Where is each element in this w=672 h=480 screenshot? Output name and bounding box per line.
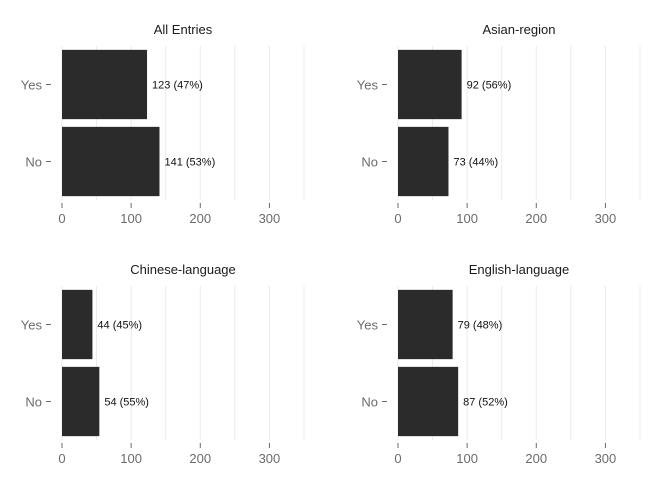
y-tick-label: Yes — [21, 318, 43, 333]
bar-no — [62, 126, 160, 197]
data-label: 73 (44%) — [453, 157, 498, 169]
x-tick-label: 100 — [120, 211, 142, 226]
x-tick-label: 300 — [259, 211, 281, 226]
panel-2: Asian-region 92 (56%) Yes 73 (44%) No 0 100 200… — [357, 22, 641, 226]
bar-no — [62, 366, 100, 437]
x-tick-label: 300 — [259, 451, 281, 466]
data-label: 92 (56%) — [467, 80, 512, 92]
x-tick-label: 300 — [595, 211, 617, 226]
x-tick-label: 200 — [189, 211, 211, 226]
x-tick-label: 0 — [58, 211, 65, 226]
x-tick-label: 0 — [394, 211, 401, 226]
data-label: 123 (47%) — [152, 80, 203, 92]
data-label: 44 (45%) — [97, 320, 142, 332]
x-tick-label: 200 — [189, 451, 211, 466]
x-tick-label: 100 — [456, 211, 478, 226]
y-tick-label: Yes — [357, 318, 379, 333]
x-tick-label: 0 — [394, 451, 401, 466]
x-tick-label: 200 — [525, 211, 547, 226]
y-tick-label: No — [25, 155, 42, 170]
data-label: 54 (55%) — [104, 397, 149, 409]
panel-4: English-language 79 (48%) Yes 87 (52%) No 0 10… — [357, 262, 641, 466]
y-tick-label: Yes — [357, 78, 379, 93]
x-tick-label: 0 — [58, 451, 65, 466]
bar-yes — [62, 49, 148, 120]
y-tick-label: No — [25, 395, 42, 410]
bar-no — [398, 366, 459, 437]
panel-title: Asian-region — [483, 22, 556, 37]
y-tick-label: Yes — [21, 78, 43, 93]
x-tick-label: 200 — [525, 451, 547, 466]
y-tick-label: No — [361, 395, 378, 410]
panel-title: All Entries — [154, 22, 213, 37]
bar-yes — [398, 289, 453, 360]
bar-yes — [62, 289, 93, 360]
data-label: 87 (52%) — [463, 397, 508, 409]
y-tick-label: No — [361, 155, 378, 170]
bar-no — [398, 126, 449, 197]
panel-3: Chinese-language 44 (45%) Yes 54 (55%) No 0 10… — [21, 262, 305, 466]
x-tick-label: 300 — [595, 451, 617, 466]
panel-title: Chinese-language — [130, 262, 236, 277]
panel-title: English-language — [469, 262, 569, 277]
bar-yes — [398, 49, 462, 120]
data-label: 141 (53%) — [164, 157, 215, 169]
x-tick-label: 100 — [456, 451, 478, 466]
x-tick-label: 100 — [120, 451, 142, 466]
panel-1: All Entries 123 (47%) Yes 141 (53%) No 0 100 20… — [21, 22, 305, 226]
data-label: 79 (48%) — [458, 320, 503, 332]
